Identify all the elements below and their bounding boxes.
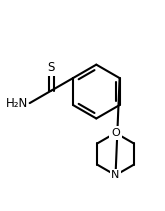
Text: H₂N: H₂N [5, 97, 28, 110]
Text: O: O [111, 128, 120, 138]
Text: N: N [111, 170, 120, 180]
Text: S: S [48, 61, 55, 74]
